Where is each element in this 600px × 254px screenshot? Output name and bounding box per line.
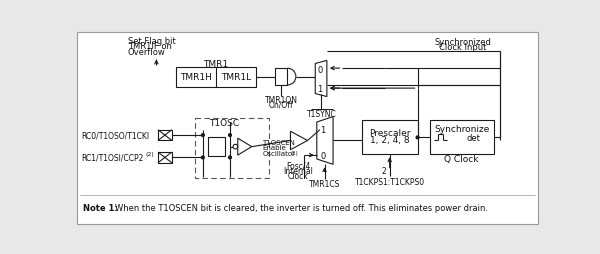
Text: 1: 1 — [320, 126, 326, 135]
Text: TMR1ON: TMR1ON — [265, 96, 298, 105]
Bar — [158, 130, 172, 141]
Circle shape — [229, 156, 232, 159]
Text: T1SYNC: T1SYNC — [307, 109, 337, 119]
Text: Set Flag bit: Set Flag bit — [128, 37, 175, 46]
Text: Overflow: Overflow — [128, 47, 166, 56]
Polygon shape — [290, 132, 308, 150]
Text: 0: 0 — [317, 66, 323, 75]
Text: On/Off: On/Off — [269, 100, 293, 109]
Text: (2): (2) — [146, 151, 154, 156]
Text: Fosc/4: Fosc/4 — [286, 161, 310, 170]
Text: T1CKPS1:T1CKPS0: T1CKPS1:T1CKPS0 — [355, 177, 425, 186]
Text: (1): (1) — [290, 151, 298, 156]
Text: When the T1OSCEN bit is cleared, the inverter is turned off. This eliminates pow: When the T1OSCEN bit is cleared, the inv… — [115, 203, 488, 212]
Circle shape — [229, 134, 232, 137]
Text: Oscillator: Oscillator — [263, 150, 296, 156]
Text: Synchronize: Synchronize — [434, 125, 490, 134]
Polygon shape — [317, 117, 333, 165]
Text: 1: 1 — [317, 84, 323, 93]
Text: Clock Input: Clock Input — [439, 43, 486, 52]
Text: Q Clock: Q Clock — [445, 155, 479, 164]
Circle shape — [233, 145, 238, 149]
Bar — [430, 121, 493, 155]
Polygon shape — [238, 139, 252, 155]
Text: TMR1IF on: TMR1IF on — [128, 42, 172, 51]
Text: RC1/T1OSI/CCP2: RC1/T1OSI/CCP2 — [81, 153, 143, 162]
Bar — [208, 138, 226, 156]
Text: det: det — [466, 133, 480, 142]
Polygon shape — [315, 61, 327, 97]
Text: TMR1: TMR1 — [203, 60, 229, 69]
Circle shape — [202, 156, 204, 159]
Text: T1OSCEN: T1OSCEN — [263, 139, 295, 146]
Bar — [195, 119, 269, 179]
Text: 2: 2 — [381, 166, 386, 175]
Text: Enable: Enable — [263, 145, 286, 151]
Bar — [176, 67, 256, 87]
Bar — [158, 152, 172, 163]
Text: Internal: Internal — [283, 166, 313, 175]
Circle shape — [416, 136, 419, 139]
Bar — [362, 121, 418, 155]
Text: Note 1:: Note 1: — [83, 203, 118, 212]
Text: TMR1CS: TMR1CS — [309, 179, 340, 188]
Circle shape — [202, 134, 204, 137]
Bar — [275, 69, 287, 86]
Text: 0: 0 — [320, 151, 326, 160]
Text: 1, 2, 4, 8: 1, 2, 4, 8 — [370, 136, 409, 145]
Text: T1OSC: T1OSC — [209, 118, 239, 127]
Text: TMR1H: TMR1H — [180, 73, 212, 82]
Text: Synchronized: Synchronized — [434, 38, 491, 46]
Text: Clock: Clock — [288, 172, 308, 181]
Text: Prescaler: Prescaler — [369, 128, 410, 137]
Text: RC0/T1OSO/T1CKI: RC0/T1OSO/T1CKI — [81, 131, 149, 140]
Text: TMR1L: TMR1L — [221, 73, 251, 82]
